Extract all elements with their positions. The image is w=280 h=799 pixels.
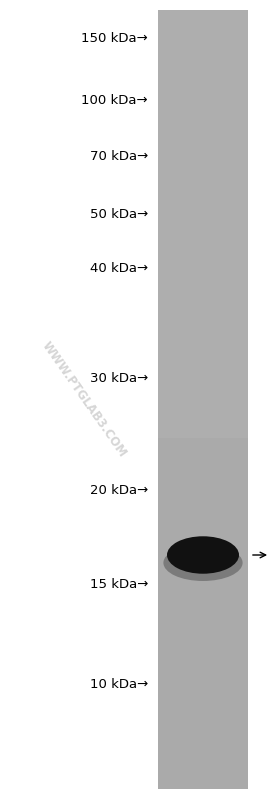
Text: WWW.PTGLAB3.COM: WWW.PTGLAB3.COM [39, 340, 129, 459]
Ellipse shape [167, 536, 239, 574]
Bar [158, 10, 248, 439]
Text: 50 kDa→: 50 kDa→ [90, 209, 148, 221]
Text: 100 kDa→: 100 kDa→ [81, 93, 148, 106]
Text: 70 kDa→: 70 kDa→ [90, 150, 148, 164]
Text: 20 kDa→: 20 kDa→ [90, 484, 148, 498]
Text: 40 kDa→: 40 kDa→ [90, 261, 148, 275]
Text: 15 kDa→: 15 kDa→ [90, 578, 148, 591]
Text: 30 kDa→: 30 kDa→ [90, 372, 148, 384]
Text: 150 kDa→: 150 kDa→ [81, 31, 148, 45]
Text: 10 kDa→: 10 kDa→ [90, 678, 148, 691]
Ellipse shape [164, 545, 242, 581]
Bar [158, 10, 248, 789]
